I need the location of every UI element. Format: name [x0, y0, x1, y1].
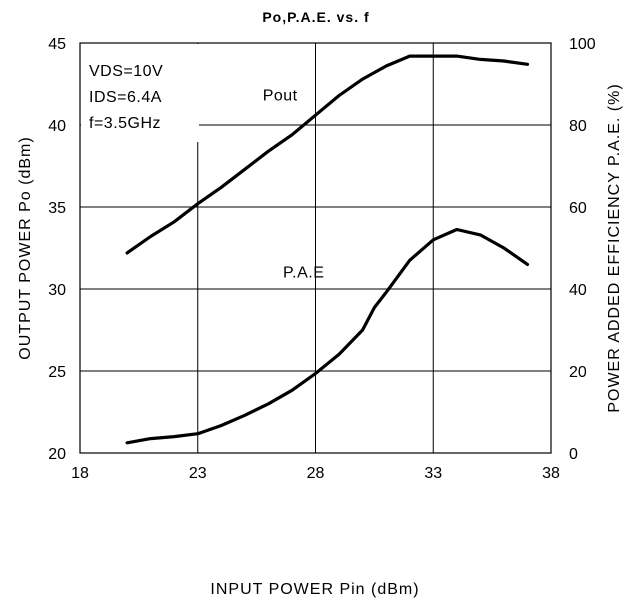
series-label: Pout [263, 87, 298, 104]
x-axis-label: INPUT POWER Pin (dBm) [210, 581, 419, 598]
plot-frame [79, 42, 552, 454]
y-right-axis-label: POWER ADDED EFFICIENCY P.A.E. (%) [606, 83, 623, 412]
series-lines [125, 54, 530, 445]
x-tick-label: 28 [307, 465, 325, 482]
x-tick-label: 23 [189, 465, 207, 482]
conditions-background [81, 44, 199, 142]
series-line-p-a-e [125, 227, 530, 445]
y-right-tick-label: 0 [569, 446, 578, 463]
y-left-tick-label: 45 [48, 36, 66, 53]
y-left-tick-label: 30 [48, 282, 66, 299]
x-tick-label: 38 [542, 465, 560, 482]
y-right-tick-labels: 0 20 40 60 80 100 [569, 36, 596, 463]
series-line-pout [125, 54, 530, 255]
y-right-tick-label: 60 [569, 200, 587, 217]
y-right-tick-label: 40 [569, 282, 587, 299]
y-right-tick-label: 80 [569, 118, 587, 135]
series-label: P.A.E [283, 265, 324, 282]
annotations: Pout P.A.E [263, 87, 324, 282]
x-tick-labels: 18 23 28 33 38 [71, 465, 560, 482]
condition-text: VDS=10V [89, 63, 163, 80]
condition-text: f=3.5GHz [89, 115, 161, 132]
x-tick-label: 18 [71, 465, 89, 482]
y-left-axis-label: OUTPUT POWER Po (dBm) [17, 136, 34, 359]
y-left-tick-label: 20 [48, 446, 66, 463]
plot-border [79, 42, 552, 454]
y-left-tick-label: 35 [48, 200, 66, 217]
condition-text: IDS=6.4A [89, 89, 162, 106]
chart-title: Po,P.A.E. vs. f [262, 9, 369, 25]
y-right-tick-label: 100 [569, 36, 596, 53]
x-tick-label: 33 [424, 465, 442, 482]
y-left-tick-label: 25 [48, 364, 66, 381]
y-left-tick-label: 40 [48, 118, 66, 135]
y-left-tick-labels: 20 25 30 35 40 45 [48, 36, 66, 463]
conditions-box: VDS=10V IDS=6.4A f=3.5GHz [81, 44, 199, 142]
y-right-tick-label: 20 [569, 364, 587, 381]
